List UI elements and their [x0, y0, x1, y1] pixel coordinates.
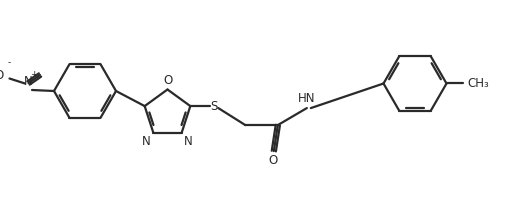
Text: S: S: [211, 99, 218, 113]
Text: O: O: [163, 74, 172, 87]
Text: N: N: [142, 135, 151, 148]
Text: -: -: [7, 58, 10, 67]
Text: N: N: [24, 75, 33, 88]
Text: +: +: [30, 70, 38, 79]
Text: O: O: [0, 69, 4, 82]
Text: O: O: [268, 154, 277, 167]
Text: CH₃: CH₃: [467, 77, 489, 90]
Text: HN: HN: [298, 92, 316, 105]
Text: N: N: [184, 135, 193, 148]
